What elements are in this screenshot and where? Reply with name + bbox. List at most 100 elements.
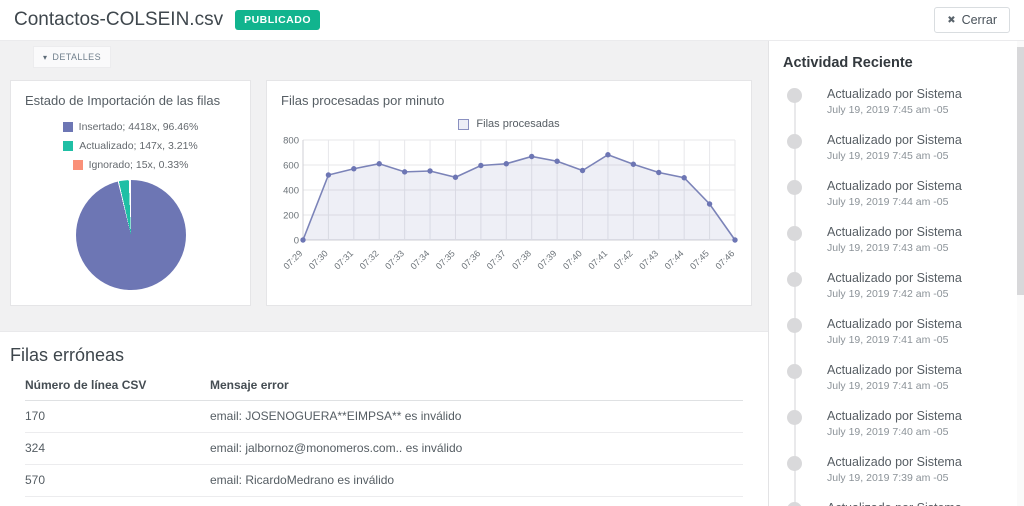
pie-chart-title: Estado de Importación de las filas xyxy=(25,93,221,108)
timeline-dot-icon xyxy=(787,88,802,103)
pie-legend-item[interactable]: Insertado; 4418x, 96.46% xyxy=(62,121,198,133)
activity-label: Actualizado por Sistema xyxy=(827,271,962,285)
line-chart-legend[interactable]: Filas procesadas xyxy=(267,118,751,130)
activity-item[interactable]: Actualizado por Sistema July 19, 2019 7:4… xyxy=(783,87,1024,118)
x-tick-label: 07:46 xyxy=(713,248,736,271)
data-point[interactable] xyxy=(579,167,586,174)
pie-chart-card: Estado de Importación de las filas Inser… xyxy=(10,80,251,306)
pie-legend-item[interactable]: Ignorado; 15x, 0.33% xyxy=(72,159,189,171)
vertical-scrollbar[interactable] xyxy=(1017,41,1024,506)
data-point[interactable] xyxy=(452,174,459,180)
activity-timestamp: July 19, 2019 7:41 am -05 xyxy=(827,380,949,392)
activity-item[interactable]: Actualizado por Sistema July 19, 2019 7:3… xyxy=(783,455,1024,486)
activity-label: Actualizado por Sistema xyxy=(827,455,962,469)
x-tick-label: 07:43 xyxy=(637,248,660,271)
y-tick-label: 0 xyxy=(294,236,299,247)
content: ▾ DETALLES Estado de Importación de las … xyxy=(0,41,1024,506)
activity-item[interactable]: Actualizado por Sistema July 19, 2019 7:4… xyxy=(783,271,1024,302)
timeline-dot-icon xyxy=(787,318,802,333)
data-point[interactable] xyxy=(656,169,662,176)
y-tick-label: 400 xyxy=(283,186,299,197)
x-tick-label: 07:29 xyxy=(281,248,304,271)
pie-chart xyxy=(75,180,186,290)
activity-item[interactable]: Actualizado por Sistema July 19, 2019 7:4… xyxy=(783,225,1024,256)
activity-label: Actualizado por Sistema xyxy=(827,87,962,101)
x-tick-label: 07:35 xyxy=(434,248,457,271)
pie-legend-item[interactable]: Actualizado; 147x, 3.21% xyxy=(63,140,198,152)
data-point[interactable] xyxy=(427,168,433,174)
timeline-dot-icon xyxy=(787,502,802,506)
activity-timestamp: July 19, 2019 7:42 am -05 xyxy=(827,288,949,300)
x-tick-label: 07:34 xyxy=(408,248,431,271)
activity-item[interactable]: Actualizado por Sistema July 19, 2019 7:4… xyxy=(783,179,1024,210)
activity-label: Actualizado por Sistema xyxy=(827,179,962,193)
activity-title: Actividad Reciente xyxy=(783,55,913,71)
csv-line-number: 170 xyxy=(25,400,210,433)
table-row[interactable]: 170 email: JOSENOGUERA**EIMPSA** es invál… xyxy=(25,400,743,433)
data-point[interactable] xyxy=(478,162,484,169)
activity-label: Actualizado por Sistema xyxy=(827,225,962,239)
data-point[interactable] xyxy=(605,152,611,158)
data-point[interactable] xyxy=(630,161,637,167)
close-button-label: Cerrar xyxy=(961,13,997,27)
details-toggle-label: DETALLES xyxy=(52,52,101,62)
close-button[interactable]: ✖ Cerrar xyxy=(934,7,1010,33)
y-tick-label: 800 xyxy=(283,136,299,147)
pie-legend-label: Actualizado; 147x, 3.21% xyxy=(79,140,198,152)
x-tick-label: 07:38 xyxy=(510,248,533,271)
timeline-dot-icon xyxy=(787,410,802,425)
activity-sidebar: Actividad Reciente Actualizado por Siste… xyxy=(768,41,1024,506)
data-point[interactable] xyxy=(529,153,535,160)
activity-item[interactable]: Actualizado por Sistema July 19, 2019 7:4… xyxy=(783,133,1024,164)
data-point[interactable] xyxy=(376,161,382,167)
legend-swatch-icon xyxy=(62,122,73,132)
activity-label: Actualizado por Sistema xyxy=(827,501,1024,506)
activity-timestamp: July 19, 2019 7:40 am -05 xyxy=(827,426,949,438)
timeline-dot-icon xyxy=(787,456,802,471)
data-point[interactable] xyxy=(351,166,357,172)
data-point[interactable] xyxy=(706,201,713,207)
data-point[interactable] xyxy=(503,161,509,167)
activity-item[interactable]: Actualizado por Sistema July 19, 2019 7:4… xyxy=(783,363,1024,394)
header: Contactos-COLSEIN.csv PUBLICADO ✖ Cerrar xyxy=(0,0,1024,41)
chevron-down-icon: ▾ xyxy=(43,52,48,62)
page-title: Contactos-COLSEIN.csv xyxy=(14,9,224,30)
line-chart-wrap: 0 200 400 600 800 07:29 07:30 07:31 07:32 07:33 07… xyxy=(273,132,751,295)
status-badge: PUBLICADO xyxy=(235,10,320,30)
data-point[interactable] xyxy=(300,237,306,243)
activity-item[interactable]: Actualizado por Sistema July 19, 2019 7:4… xyxy=(783,317,1024,348)
activity-label: Actualizado por Sistema xyxy=(827,409,962,423)
timeline-line xyxy=(794,95,796,506)
x-tick-label: 07:39 xyxy=(536,248,559,271)
error-message: email: ProyectosInteccosas es inválido xyxy=(210,496,743,506)
table-row[interactable]: 324 email: jalbornoz@monomeros.com.. es i… xyxy=(25,432,743,465)
error-message: email: RicardoMedrano es inválido xyxy=(210,464,743,497)
error-rows-title: Filas erróneas xyxy=(10,345,125,365)
timeline-dot-icon xyxy=(787,180,802,195)
data-point[interactable] xyxy=(325,172,332,178)
pie-legend-label: Ignorado; 15x, 0.33% xyxy=(88,159,189,171)
table-row[interactable]: 1063email: ProyectosInteccosas es inváli… xyxy=(25,496,743,506)
data-point[interactable] xyxy=(732,237,738,243)
activity-item[interactable]: Actualizado por Sistema xyxy=(783,501,1024,506)
timeline-dot-icon xyxy=(787,364,802,379)
x-tick-label: 07:45 xyxy=(688,248,711,271)
activity-timestamp: July 19, 2019 7:45 am -05 xyxy=(827,150,949,162)
data-point[interactable] xyxy=(401,169,408,175)
x-tick-label: 07:41 xyxy=(586,248,609,271)
activity-label: Actualizado por Sistema xyxy=(827,363,962,377)
activity-timeline: Actualizado por Sistema July 19, 2019 7:4… xyxy=(783,87,1024,506)
data-point[interactable] xyxy=(681,175,687,181)
y-tick-label: 600 xyxy=(283,161,299,172)
x-tick-label: 07:44 xyxy=(663,248,686,271)
activity-item[interactable]: Actualizado por Sistema July 19, 2019 7:4… xyxy=(783,409,1024,440)
table-row[interactable]: 570 email: RicardoMedrano es inválido xyxy=(25,464,743,497)
data-point[interactable] xyxy=(554,158,560,164)
scrollbar-thumb[interactable] xyxy=(1017,47,1024,295)
activity-timestamp: July 19, 2019 7:43 am -05 xyxy=(827,242,949,254)
details-toggle-button[interactable]: ▾ DETALLES xyxy=(33,46,111,68)
error-message: email: JOSENOGUERA**EIMPSA** es inválido xyxy=(210,400,743,433)
activity-label: Actualizado por Sistema xyxy=(827,133,962,147)
x-tick-label: 07:42 xyxy=(612,248,635,271)
